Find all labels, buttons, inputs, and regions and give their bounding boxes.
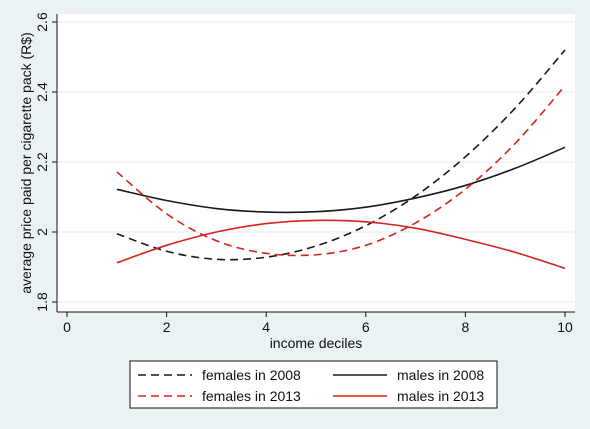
y-tick-label: 2.4 [34, 82, 50, 102]
plot-area [57, 14, 575, 312]
x-axis-ticks: 0 2 4 6 8 10 [63, 312, 573, 335]
y-tick-label: 1.8 [34, 292, 50, 312]
legend-label-females-in-2008: females in 2008 [202, 367, 301, 383]
x-tick-label: 0 [63, 319, 71, 335]
y-axis-title: average price paid per cigarette pack (R… [18, 32, 34, 293]
series-line-females-in-2013 [116, 85, 566, 257]
legend-label-females-in-2013: females in 2013 [202, 388, 301, 404]
series-line-males-in-2008 [116, 146, 566, 214]
gridlines [58, 21, 575, 303]
series-line-males-in-2013 [116, 219, 566, 270]
x-tick-label: 8 [462, 319, 470, 335]
x-axis-title: income deciles [270, 335, 363, 351]
legend-label-males-in-2013: males in 2013 [397, 388, 484, 404]
legend: females in 2008 males in 2008 females in 2… [138, 367, 484, 404]
x-tick-label: 4 [262, 319, 270, 335]
series-lines [116, 49, 566, 270]
y-axis-ticks: 1.8 2 2.2 2.4 2.6 [34, 12, 57, 312]
series-line-females-in-2008 [116, 49, 566, 261]
legend-box [129, 360, 498, 409]
y-tick-label: 2.6 [34, 12, 50, 32]
y-tick-label: 2.2 [34, 152, 50, 172]
x-tick-label: 2 [163, 319, 171, 335]
y-tick-label: 2 [34, 228, 50, 236]
x-tick-label: 10 [557, 319, 573, 335]
legend-label-males-in-2008: males in 2008 [397, 367, 484, 383]
x-tick-label: 6 [362, 319, 370, 335]
